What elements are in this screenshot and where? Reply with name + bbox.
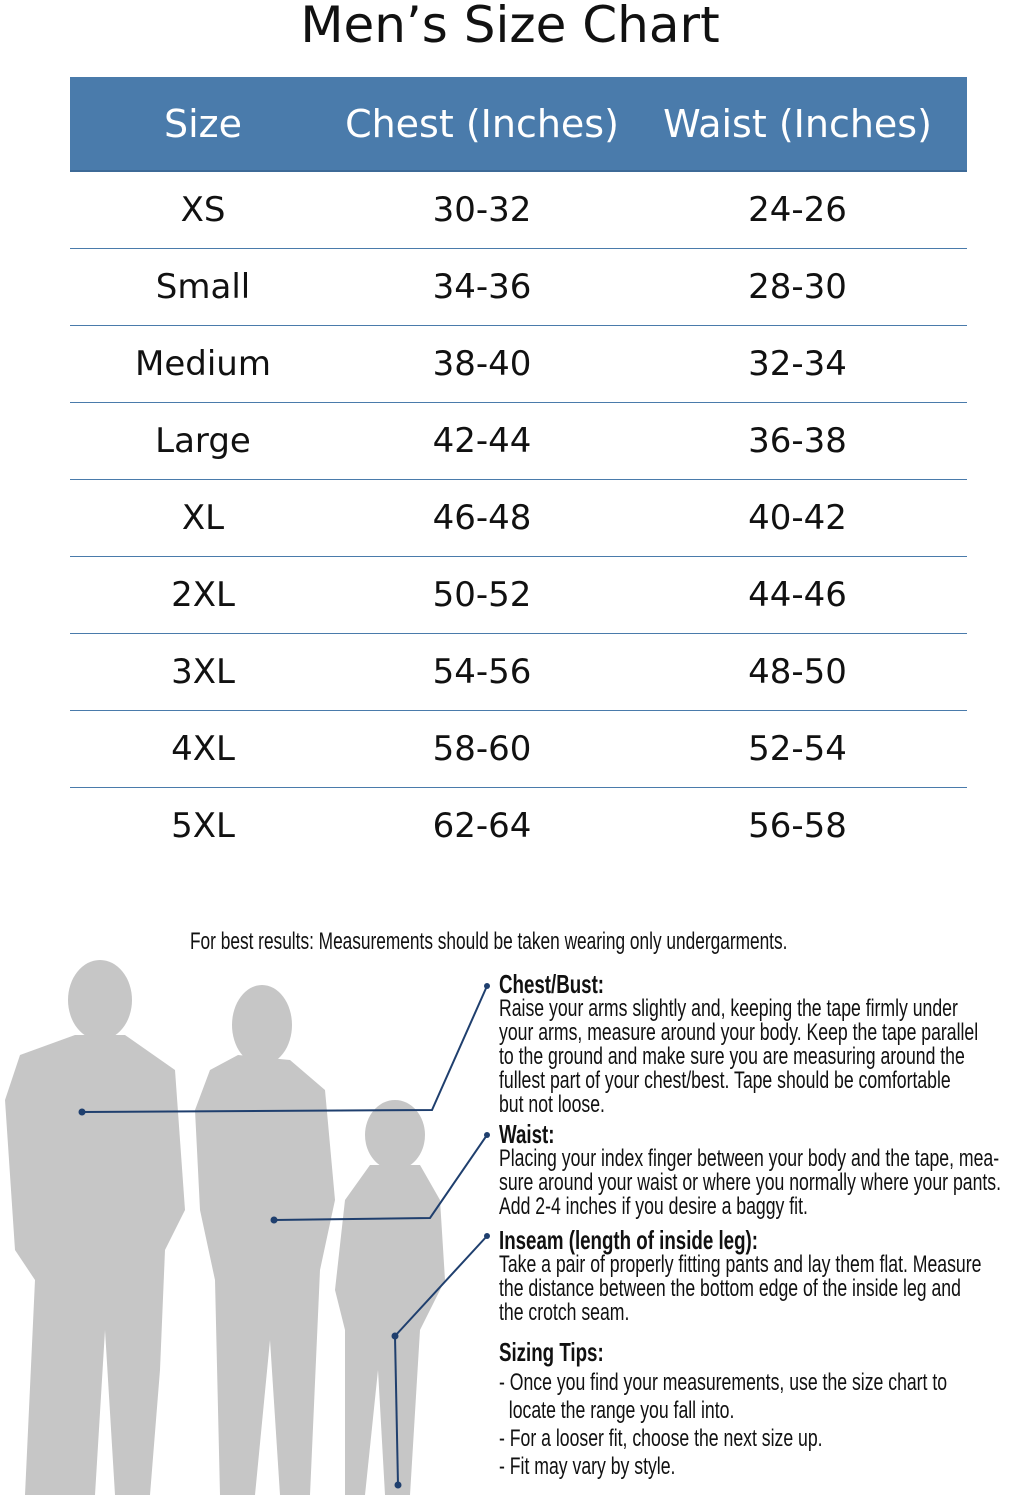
- text-line: Placing your index finger between your b…: [499, 1145, 1000, 1172]
- waist-cell: 40-42: [748, 498, 847, 538]
- table-row: 3XL 54-56 48-50: [70, 634, 967, 711]
- table-row: 5XL 62-64 56-58: [70, 788, 967, 864]
- text-line: but not loose.: [499, 1091, 605, 1118]
- size-table: Size Chest (Inches) Waist (Inches) XS 30-…: [70, 77, 967, 864]
- chest-cell: 50-52: [432, 575, 532, 615]
- waist-cell: 28-30: [748, 267, 847, 307]
- header-size: Size: [163, 101, 242, 146]
- text-line: Add 2-4 inches if you desire a baggy fit…: [499, 1193, 808, 1220]
- page-title: Men’s Size Chart: [300, 0, 720, 54]
- header-chest: Chest (Inches): [345, 101, 619, 146]
- waist-cell: 24-26: [748, 190, 847, 230]
- text-line: locate the range you fall into.: [499, 1397, 735, 1424]
- chest-cell: 62-64: [432, 806, 532, 846]
- waist-cell: 52-54: [748, 729, 847, 769]
- table-row: Large 42-44 36-38: [70, 403, 967, 480]
- table-row: XL 46-48 40-42: [70, 480, 967, 557]
- silhouettes-illustration: [5, 960, 490, 1495]
- text-line: Raise your arms slightly and, keeping th…: [499, 995, 958, 1022]
- text-line: to the ground and make sure you are meas…: [499, 1043, 965, 1070]
- size-cell: Large: [155, 421, 251, 461]
- waist-cell: 44-46: [748, 575, 847, 615]
- table-row: Small 34-36 28-30: [70, 249, 967, 326]
- chest-cell: 54-56: [432, 652, 532, 692]
- measurement-note: For best results: Measurements should be…: [190, 928, 788, 955]
- sizing-tips-heading: Sizing Tips:: [499, 1337, 604, 1367]
- waist-cell: 32-34: [748, 344, 847, 384]
- text-line: sure around your waist or where you norm…: [499, 1169, 1002, 1196]
- inseam-heading: Inseam (length of inside leg):: [499, 1225, 758, 1255]
- table-row: 2XL 50-52 44-46: [70, 557, 967, 634]
- size-cell: Small: [155, 267, 251, 307]
- table-header: Size Chest (Inches) Waist (Inches): [70, 77, 967, 172]
- text-line: your arms, measure around your body. Kee…: [499, 1019, 979, 1046]
- header-waist: Waist (Inches): [663, 101, 932, 146]
- size-cell: XL: [181, 498, 225, 538]
- text-line: - Once you find your measurements, use t…: [499, 1369, 948, 1396]
- text-line: Take a pair of properly fitting pants an…: [499, 1251, 982, 1278]
- chest-heading: Chest/Bust:: [499, 969, 605, 999]
- size-cell: XS: [180, 190, 226, 230]
- sizing-tips-section: Sizing Tips: - Once you find your measur…: [499, 1337, 948, 1481]
- text-line: - For a looser fit, choose the next size…: [499, 1425, 823, 1452]
- text-line: - Fit may vary by style.: [499, 1453, 676, 1480]
- text-line: the crotch seam.: [499, 1299, 630, 1326]
- waist-cell: 36-38: [748, 421, 847, 461]
- size-cell: Medium: [135, 344, 271, 384]
- waist-cell: 48-50: [748, 652, 847, 692]
- chest-cell: 38-40: [432, 344, 532, 384]
- waist-section: Waist: Placing your index finger between…: [499, 1119, 1002, 1220]
- text-line: the distance between the bottom edge of …: [499, 1275, 961, 1302]
- table-row: 4XL 58-60 52-54: [70, 711, 967, 788]
- size-cell: 5XL: [171, 806, 235, 846]
- text-line: fullest part of your chest/best. Tape sh…: [499, 1067, 951, 1094]
- table-row: XS 30-32 24-26: [70, 172, 967, 249]
- waist-cell: 56-58: [748, 806, 847, 846]
- inseam-section: Inseam (length of inside leg): Take a pa…: [499, 1225, 982, 1326]
- table-row: Medium 38-40 32-34: [70, 326, 967, 403]
- size-cell: 2XL: [171, 575, 235, 615]
- chest-cell: 34-36: [432, 267, 532, 307]
- chest-cell: 30-32: [432, 190, 532, 230]
- size-cell: 3XL: [171, 652, 235, 692]
- size-cell: 4XL: [171, 729, 235, 769]
- waist-heading: Waist:: [499, 1119, 555, 1149]
- chest-cell: 46-48: [432, 498, 532, 538]
- chest-section: Chest/Bust: Raise your arms slightly and…: [499, 969, 979, 1118]
- chest-cell: 58-60: [432, 729, 532, 769]
- chest-cell: 42-44: [432, 421, 532, 461]
